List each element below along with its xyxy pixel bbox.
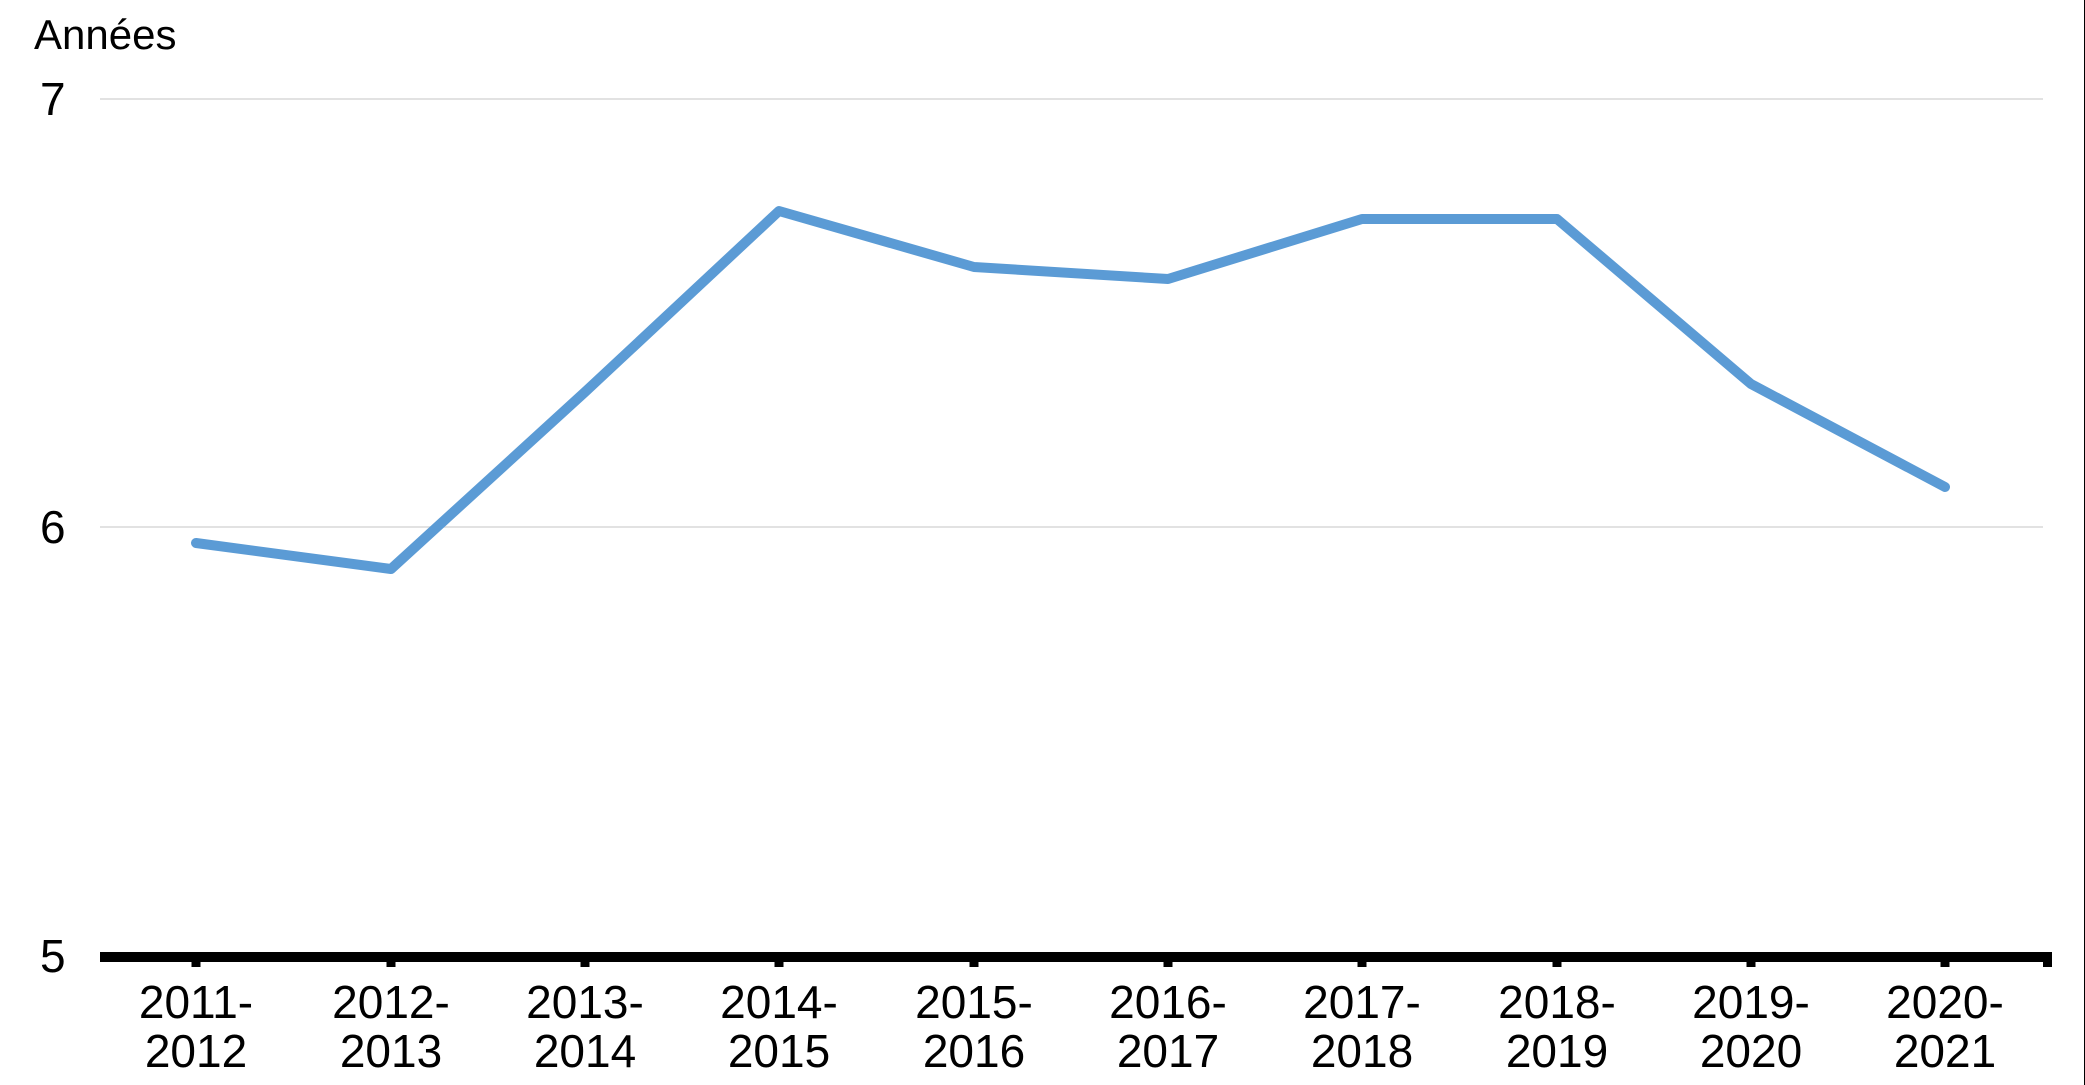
svg-text:2018: 2018 [1311, 1025, 1413, 1077]
svg-text:2020-: 2020- [1886, 976, 2004, 1028]
svg-text:2012-: 2012- [332, 976, 450, 1028]
svg-text:2020: 2020 [1700, 1025, 1802, 1077]
svg-text:2012: 2012 [145, 1025, 247, 1077]
svg-text:2018-: 2018- [1498, 976, 1616, 1028]
svg-text:Années: Années [34, 11, 176, 58]
svg-text:2021: 2021 [1894, 1025, 1996, 1077]
svg-text:2015: 2015 [728, 1025, 830, 1077]
svg-text:2019-: 2019- [1692, 976, 1810, 1028]
svg-text:2014: 2014 [534, 1025, 636, 1077]
svg-text:2019: 2019 [1506, 1025, 1608, 1077]
svg-text:2015-: 2015- [915, 976, 1033, 1028]
svg-text:2011-: 2011- [139, 976, 253, 1028]
svg-text:2013-: 2013- [526, 976, 644, 1028]
svg-text:5: 5 [40, 930, 66, 982]
svg-text:2016: 2016 [923, 1025, 1025, 1077]
svg-text:2013: 2013 [340, 1025, 442, 1077]
svg-text:2014-: 2014- [720, 976, 838, 1028]
svg-text:2017: 2017 [1117, 1025, 1219, 1077]
svg-text:6: 6 [40, 501, 66, 553]
svg-text:2016-: 2016- [1109, 976, 1227, 1028]
svg-text:7: 7 [40, 73, 66, 125]
svg-text:2017-: 2017- [1303, 976, 1421, 1028]
